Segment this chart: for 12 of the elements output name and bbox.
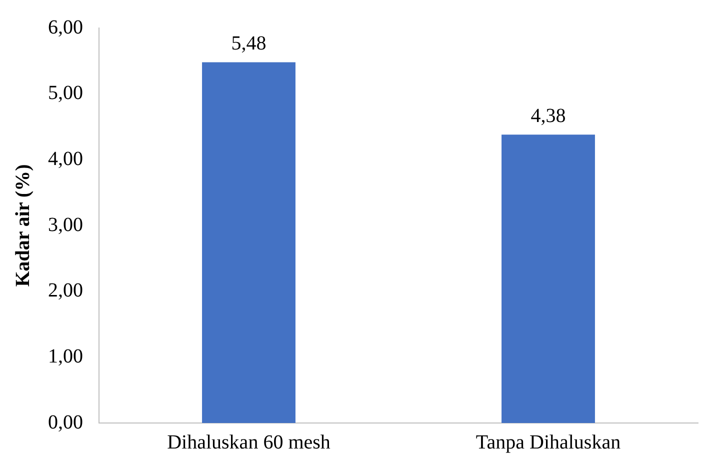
- y-tick-label: 3,00: [48, 214, 83, 236]
- y-tick-label: 1,00: [48, 345, 83, 368]
- y-axis-title: Kadar air (%): [12, 164, 34, 287]
- data-label: 5,48: [231, 32, 266, 54]
- y-tick-label: 6,00: [48, 16, 83, 38]
- y-tick-label: 2,00: [48, 280, 83, 302]
- y-tick-label: 0,00: [48, 411, 83, 434]
- x-tick-label: Dihaluskan 60 mesh: [167, 431, 330, 454]
- y-tick-label: 4,00: [48, 148, 83, 170]
- data-label: 4,38: [530, 104, 566, 127]
- x-tick-label: Tanpa Dihaluskan: [476, 431, 621, 454]
- y-tick-label: 5,00: [48, 82, 83, 104]
